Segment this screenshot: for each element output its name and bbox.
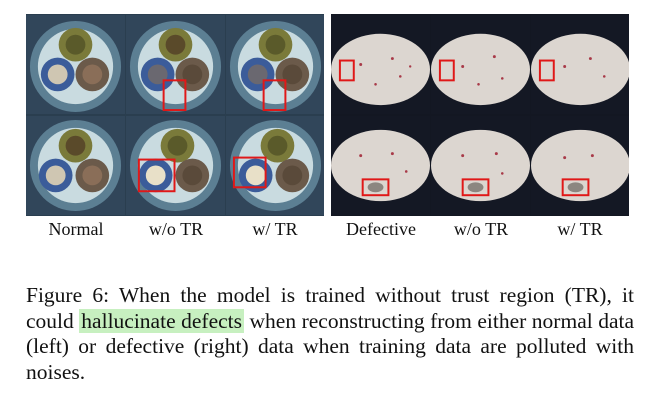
defect-marker [561,178,590,197]
column-label-pill-wo-tr: w/o TR [453,219,509,239]
pill-image [531,15,629,114]
cable-image [26,15,125,114]
cable-w-tr-top [226,14,324,115]
defect-marker [361,178,390,197]
defect-marker [438,59,455,82]
pill-wo-tr-bottom [431,115,530,216]
cable-wo-tr-bottom [126,115,225,216]
cable-image [126,116,225,215]
column-label-pill-w-tr: w/ TR [557,219,603,239]
cable-wo-tr-top [126,14,225,115]
defect-marker [137,158,176,193]
pill-image [331,116,430,215]
pill-defective-top [331,14,430,115]
pill-w-tr-bottom [531,115,629,216]
defect-marker [338,59,355,82]
defect-marker [262,79,287,112]
pill-image [331,15,430,114]
cable-image [226,15,324,114]
pill-image [431,15,530,114]
column-label-normal: Normal [48,219,104,239]
column-label-cable-w-tr: w/ TR [252,219,298,239]
defect-marker [162,79,187,112]
pill-wo-tr-top [431,14,530,115]
defect-marker [232,156,267,189]
caption-text-after: when reconstructing from either normal d… [26,308,635,384]
defect-marker [538,59,555,82]
pill-image [431,116,530,215]
cable-normal-bottom [26,115,125,216]
figure-caption: Figure 6: When the model is trained with… [26,283,634,385]
caption-text-before: When the model is trained without trust … [26,283,634,333]
caption-highlight: hallucinate defects [79,308,244,333]
cable-w-tr-bottom [226,115,324,216]
cable-image-panel [26,14,324,216]
pill-image-panel [331,14,629,216]
cable-image [26,116,125,215]
column-label-cable-wo-tr: w/o TR [148,219,204,239]
pill-w-tr-top [531,14,629,115]
cable-image [126,15,225,114]
cable-normal-top [26,14,125,115]
defect-marker [461,178,490,197]
column-label-defective: Defective [346,219,416,239]
caption-prefix: Figure 6: [26,283,110,307]
pill-defective-bottom [331,115,430,216]
pill-image [531,116,629,215]
cable-image [226,116,324,215]
